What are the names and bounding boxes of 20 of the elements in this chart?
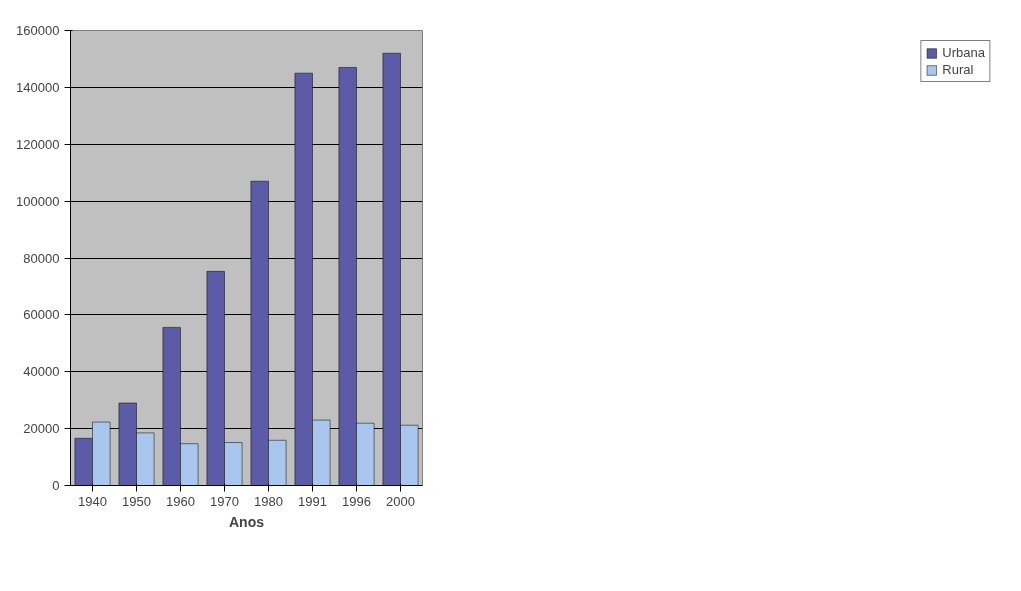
y-tick-label: 120000 (16, 136, 60, 152)
x-tick-label: 1991 (298, 493, 327, 509)
y-tick-label: 40000 (23, 364, 60, 380)
legend-label: Urbana (942, 45, 985, 60)
x-tick-label: 2000 (386, 493, 415, 509)
y-tick-label: 80000 (23, 250, 60, 266)
y-tick-label: 60000 (23, 307, 60, 323)
x-tick-label: 1980 (254, 493, 283, 509)
y-tick-label: 0 (52, 478, 60, 493)
x-tick-label: 1960 (166, 493, 195, 509)
legend-label: Rural (942, 62, 974, 77)
y-tick-label: 20000 (23, 421, 60, 437)
x-tick-label: 1940 (78, 493, 107, 509)
x-tick-label: 1970 (210, 493, 239, 509)
x-tick-label: 1950 (122, 493, 151, 509)
y-tick-label: 100000 (16, 193, 60, 209)
x-tick-label: 1996 (342, 493, 371, 509)
y-tick-label: 160000 (16, 23, 60, 38)
x-axis-title: Anos (229, 513, 265, 530)
y-tick-label: 140000 (16, 79, 60, 95)
